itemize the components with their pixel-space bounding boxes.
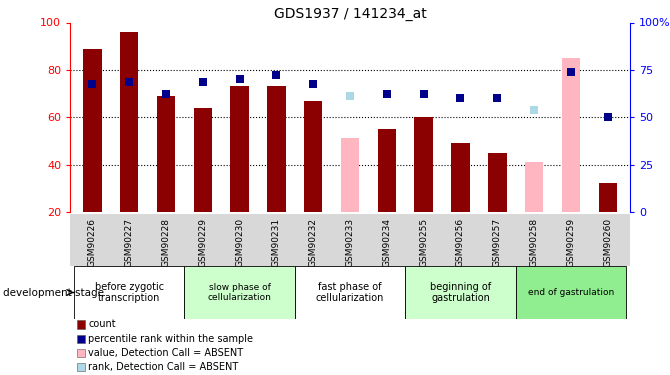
Point	[124, 79, 135, 85]
Bar	[120, 32, 139, 212]
Bar	[83, 48, 102, 212]
Bar	[304, 100, 322, 212]
Point	[602, 114, 613, 120]
Bar	[561, 58, 580, 212]
Bar	[184, 266, 295, 319]
Point	[381, 90, 392, 96]
Bar	[267, 86, 285, 212]
Bar	[488, 153, 507, 212]
Bar	[295, 266, 405, 319]
Text: development stage: development stage	[3, 288, 105, 297]
Text: percentile rank within the sample: percentile rank within the sample	[88, 334, 253, 344]
Point	[529, 107, 539, 113]
Bar	[157, 96, 176, 212]
Bar	[341, 138, 359, 212]
Title: GDS1937 / 141234_at: GDS1937 / 141234_at	[274, 8, 426, 21]
Point	[198, 79, 208, 85]
Text: before zygotic
transcription: before zygotic transcription	[94, 282, 163, 303]
Point	[161, 90, 172, 96]
Text: end of gastrulation: end of gastrulation	[528, 288, 614, 297]
Bar	[525, 162, 543, 212]
Text: slow phase of
cellularization: slow phase of cellularization	[208, 283, 271, 302]
Point	[234, 76, 245, 82]
Point	[87, 81, 98, 87]
Point	[455, 95, 466, 101]
Bar	[74, 266, 184, 319]
Bar	[598, 183, 617, 212]
Bar	[516, 266, 626, 319]
Point	[344, 93, 355, 99]
Point	[271, 72, 282, 78]
Bar	[194, 108, 212, 212]
Point	[418, 90, 429, 96]
Point	[308, 81, 319, 87]
Bar	[230, 86, 249, 212]
Bar	[405, 266, 516, 319]
Bar	[378, 129, 396, 212]
Text: fast phase of
cellularization: fast phase of cellularization	[316, 282, 385, 303]
Text: value, Detection Call = ABSENT: value, Detection Call = ABSENT	[88, 348, 244, 358]
Text: count: count	[88, 320, 116, 329]
Text: rank, Detection Call = ABSENT: rank, Detection Call = ABSENT	[88, 362, 239, 372]
Text: beginning of
gastrulation: beginning of gastrulation	[430, 282, 491, 303]
Bar	[415, 117, 433, 212]
Point	[492, 95, 502, 101]
Bar	[452, 143, 470, 212]
Point	[565, 69, 576, 75]
